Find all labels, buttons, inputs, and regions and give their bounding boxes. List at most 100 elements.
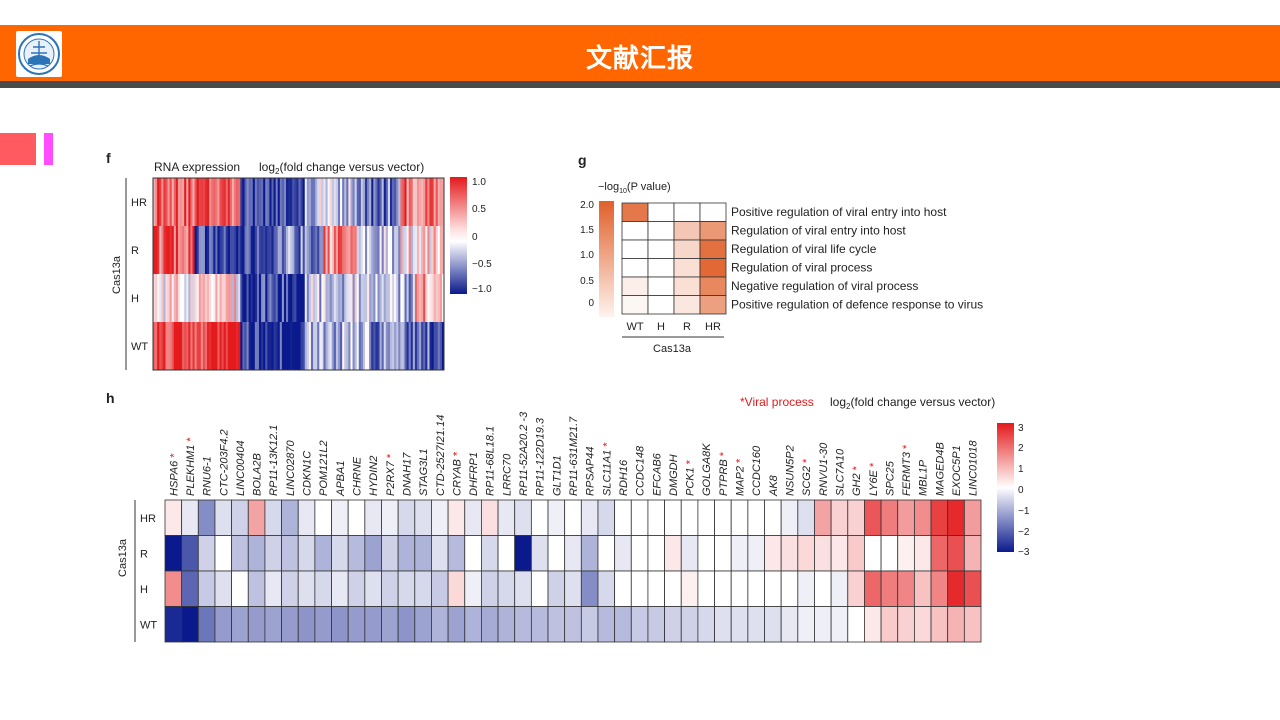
panel-f-cell [190,322,193,370]
panel-h-cell [697,499,715,536]
panel-h-cell [514,535,532,572]
panel-f-cell [271,178,274,226]
panel-h-cell [747,499,765,536]
panel-h-label: h [106,390,115,406]
panel-f-cell [412,178,416,226]
panel-h-cell [314,570,332,607]
panel-f-cell [439,274,443,322]
panel-f-cell [387,226,391,274]
panel-g-cell [647,258,675,278]
panel-g-term-labels: Positive regulation of viral entry into … [731,205,983,312]
panel-f-cell [298,274,301,322]
panel-h-cell [431,606,449,643]
panel-f-cell [184,322,187,370]
panel-f-cell [408,322,412,370]
panel-f-cell [180,322,183,370]
panel-f-cell [325,322,328,370]
panel-f-cell [188,322,191,370]
panel-h-cell [497,606,516,643]
panel-f-cell [200,322,204,370]
panel-f-cell [167,178,171,226]
panel-h-cell [913,499,932,536]
panel-h-cell [864,499,882,536]
panel-h-cell [364,499,382,536]
panel-f-cell [371,226,374,274]
panel-g-tick-label: 1.0 [580,250,594,261]
panel-f-cell [429,226,432,274]
panel-h-cell [481,499,499,536]
panel-h-tick-label: −2 [1018,527,1030,538]
panel-h-cell [880,570,899,607]
panel-f-cell [242,178,245,226]
viral-process-star: * [185,437,197,445]
panel-h-cell [564,535,582,572]
panel-f-cell [250,322,254,370]
panel-f-cell [385,322,389,370]
panel-h-cell [281,535,299,572]
panel-f-cell [315,178,318,226]
viral-process-star: * [901,444,913,452]
panel-h-cell [381,535,399,572]
viral-process-star: * [801,458,813,466]
panel-h-cell [314,535,332,572]
panel-f-cell [273,322,277,370]
panel-f-cell [342,322,345,370]
panel-f-cell [217,274,220,322]
panel-f-cell [169,322,173,370]
panel-f-cell [182,322,185,370]
panel-f-cell [327,226,331,274]
panel-h-gene-label: BOLA2B [252,453,264,496]
panel-h-cell [164,499,183,536]
viral-process-star: * [601,442,613,450]
panel-f-cell [394,274,397,322]
panel-h-cell [464,499,482,536]
panel-h-gene-label: AK8 [768,474,780,497]
panel-f-cell [227,322,231,370]
panel-f-cell [157,322,160,370]
panel-h-cell [447,606,466,643]
panel-h-cell [947,499,965,536]
panel-f-cell [321,178,324,226]
panel-f-cell [238,226,241,274]
panel-f-cell [177,178,181,226]
panel-f-cell [441,322,445,370]
panel-h-gene-label: APBA1 [335,461,347,497]
panel-f-cell [153,226,156,274]
panel-f-cell [277,178,281,226]
panel-f-cell [161,322,164,370]
panel-f-cell [416,274,420,322]
panel-f-cell [379,274,383,322]
panel-f-cell [369,322,372,370]
panel-h-cell [730,606,749,643]
panel-f-cell [377,178,380,226]
panel-h-cell [431,570,449,607]
panel-f-cell [184,178,187,226]
panel-f-cell [254,178,258,226]
header-bar [0,25,1280,81]
panel-f-cell [190,226,193,274]
panel-f-cell [340,226,343,274]
panel-h-cell [464,606,482,643]
panel-f-cell [261,178,264,226]
panel-f-cell [362,322,366,370]
panel-f-cell [410,322,414,370]
panel-h-cell [580,535,599,572]
panel-f-cell [321,226,324,274]
panel-f-cell [283,226,287,274]
panel-f-cell [329,226,333,274]
panel-f-cell [292,322,295,370]
panel-f-cell [375,274,378,322]
panel-f-cell [365,226,368,274]
panel-h-gene-label: DMGDH [668,454,680,496]
panel-h-scale-title: log2(fold change versus vector) [830,395,995,411]
panel-f-cell [236,274,239,322]
panel-f-cell [387,274,391,322]
panel-f-cell [290,178,293,226]
panel-f-cell [362,274,366,322]
panel-f-cell [435,274,439,322]
panel-h-cell [930,606,949,643]
panel-f-cell [234,322,237,370]
panel-h-cell [614,606,632,643]
panel-f-cell [250,274,254,322]
panel-f-cell [167,322,171,370]
